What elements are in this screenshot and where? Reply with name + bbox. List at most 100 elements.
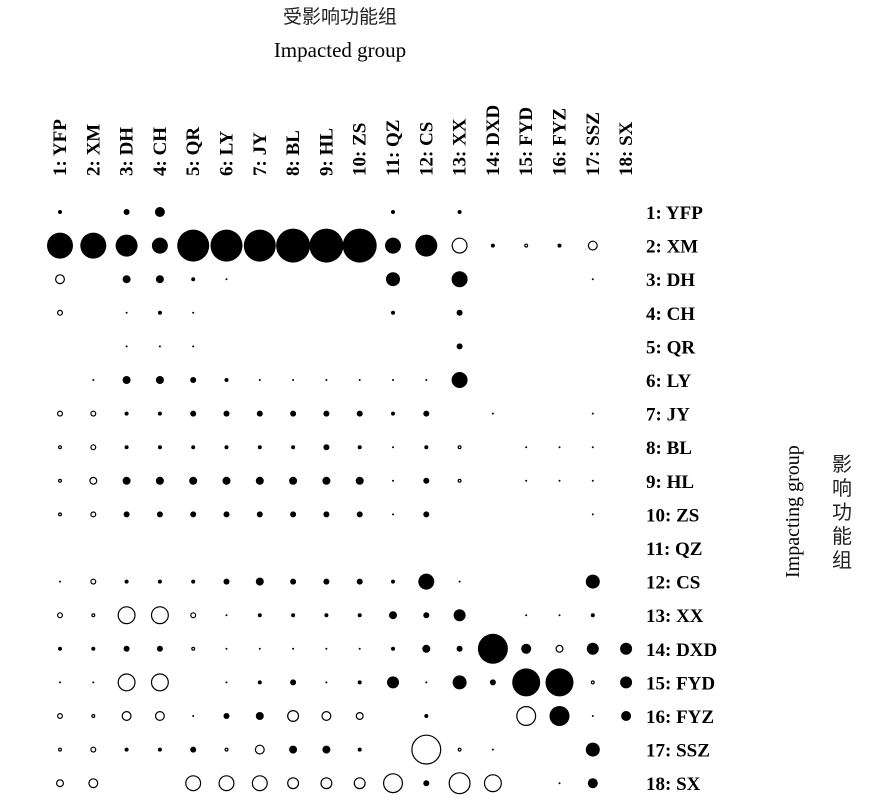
impact-bubble (276, 228, 311, 263)
impact-bubble (587, 778, 598, 789)
impact-bubble (156, 511, 163, 518)
impact-bubble (383, 773, 404, 794)
impact-bubble (190, 746, 197, 753)
impact-bubble (353, 777, 366, 790)
impact-bubble (121, 710, 132, 721)
impact-bubble (389, 611, 397, 620)
impact-bubble (243, 229, 276, 262)
column-label: 4: CH (150, 127, 171, 176)
impact-bubble (585, 742, 600, 757)
column-label: 8: BL (283, 130, 304, 176)
impact-bubble (457, 210, 462, 214)
impact-bubble (491, 412, 494, 415)
impact-bubble (218, 775, 235, 792)
impact-bubble (287, 777, 300, 790)
impact-bubble (392, 513, 394, 516)
impact-bubble (157, 411, 162, 416)
impact-bubble (191, 277, 196, 282)
impact-bubble (391, 210, 395, 214)
impact-bubble (387, 676, 399, 689)
impact-bubble (225, 681, 228, 684)
impact-bubble (555, 644, 564, 653)
impact-bubble (190, 511, 197, 518)
impact-bubble (424, 445, 429, 450)
impact-bubble (91, 613, 96, 618)
row-label: 15: FYD (646, 673, 715, 694)
impact-bubble (591, 446, 594, 449)
impact-bubble (256, 511, 263, 518)
impact-bubble (89, 476, 98, 485)
impact-bubble (191, 445, 196, 450)
impact-bubble (457, 478, 462, 483)
impact-bubble (56, 410, 63, 417)
column-label: 13: XX (450, 118, 471, 176)
column-label: 14: DXD (483, 105, 504, 176)
impact-bubble (422, 644, 431, 653)
impact-bubble (56, 309, 63, 316)
impact-bubble (355, 476, 364, 485)
impact-bubble (320, 777, 333, 790)
impact-bubble (59, 681, 61, 684)
impact-bubble (456, 343, 463, 350)
impact-bubble (524, 243, 529, 248)
impact-bubble (357, 613, 362, 618)
impact-bubble (545, 668, 574, 697)
impact-bubble (58, 646, 62, 651)
row-label: 13: XX (646, 606, 704, 627)
impact-bubble (356, 578, 363, 585)
impact-bubble (56, 612, 63, 619)
row-label: 3: DH (646, 270, 695, 291)
impact-bubble (122, 275, 131, 284)
impact-bubble (590, 613, 595, 618)
impact-bubble (423, 780, 430, 787)
impact-bubble (323, 444, 330, 451)
impact-bubble (425, 681, 428, 684)
impact-bubble (456, 645, 463, 652)
impact-bubble (325, 681, 328, 684)
impact-bubble (90, 410, 97, 417)
impact-bubble (292, 379, 295, 381)
impact-bubble (258, 647, 261, 650)
impact-bubble (122, 476, 131, 485)
impact-bubble (223, 713, 230, 719)
impact-bubble (525, 446, 528, 449)
impact-bubble (423, 410, 430, 417)
impact-bubble (415, 234, 438, 257)
impact-bubble (185, 775, 202, 792)
impact-bubble (157, 579, 162, 584)
impact-bubble (321, 710, 332, 721)
impact-bubble (80, 232, 107, 259)
impact-bubble (323, 578, 330, 585)
impact-bubble (124, 445, 129, 450)
impact-bubble (620, 642, 633, 655)
impact-bubble (457, 747, 462, 752)
impacted-group-title-cn: 受影响功能组 (282, 6, 397, 28)
impact-bubble (56, 712, 63, 719)
impact-bubble (57, 445, 62, 450)
impact-bubble (549, 706, 570, 726)
impact-bubble (256, 410, 263, 417)
impact-bubble (423, 612, 430, 619)
column-label: 12: CS (416, 122, 437, 176)
impact-bubble (591, 479, 594, 482)
impact-bubble (92, 681, 95, 684)
impact-bubble (322, 745, 331, 754)
impact-bubble (292, 647, 295, 650)
impact-bubble (418, 573, 435, 590)
impact-bubble (391, 411, 395, 416)
impact-bubble (525, 479, 528, 482)
impact-bubble (392, 446, 394, 449)
impact-bubble (90, 578, 97, 585)
impact-bubble (222, 476, 231, 485)
impact-bubble (123, 645, 130, 652)
impact-bubble (591, 513, 594, 516)
impact-bubble (458, 580, 461, 583)
impact-bubble (392, 479, 394, 482)
column-label: 5: QR (183, 127, 204, 176)
impact-bubble (585, 574, 600, 589)
impact-bubble (423, 511, 430, 518)
impact-bubble (158, 345, 161, 348)
impact-bubble (191, 646, 196, 651)
impact-bubble (591, 412, 594, 415)
